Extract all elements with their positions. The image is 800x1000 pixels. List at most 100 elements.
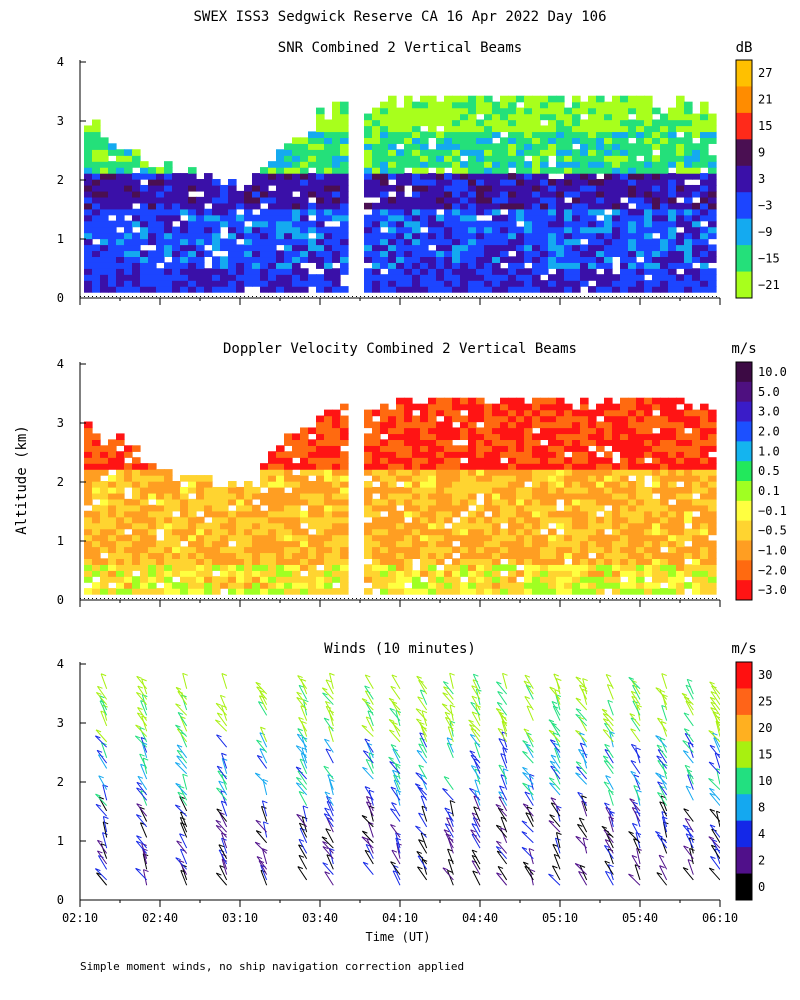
heatmap-cell (180, 244, 189, 252)
wind-barb-flag (221, 752, 227, 756)
heatmap-cell (108, 286, 117, 293)
heatmap-cell (412, 433, 421, 441)
heatmap-cell (708, 244, 717, 252)
heatmap-cell (324, 155, 333, 162)
heatmap-cell (372, 427, 381, 435)
wind-barb (444, 711, 454, 727)
wind-barb-flag (442, 692, 448, 696)
heatmap-cell (340, 475, 349, 482)
wind-barb-flag (498, 764, 505, 768)
heatmap-cell (396, 173, 405, 180)
heatmap-cell (364, 173, 373, 180)
heatmap-cell (404, 286, 413, 293)
heatmap-cell (444, 190, 453, 198)
heatmap-cell (444, 131, 453, 139)
heatmap-cell (324, 570, 333, 577)
heatmap-cell (124, 445, 133, 452)
heatmap-cell (252, 486, 261, 494)
wind-barb (218, 849, 228, 865)
wind-barb (176, 840, 188, 854)
heatmap-cell (292, 208, 301, 216)
heatmap-cell (284, 220, 293, 228)
heatmap-cell (460, 95, 469, 103)
heatmap-cell (644, 202, 653, 210)
heatmap-cell (580, 107, 589, 115)
wind-barb (472, 674, 481, 689)
heatmap-cell (332, 125, 341, 133)
heatmap-cell (540, 415, 549, 423)
heatmap-cell (620, 161, 629, 168)
heatmap-cell (372, 510, 381, 518)
heatmap-cell (516, 125, 525, 133)
heatmap-cell (316, 576, 325, 583)
heatmap-cell (284, 540, 293, 548)
heatmap-cell (612, 540, 621, 548)
wind-barb (181, 694, 188, 711)
heatmap-cell (324, 510, 333, 518)
heatmap-cell (196, 504, 205, 512)
wind-barb-flag (390, 685, 396, 689)
wind-barb (415, 708, 428, 721)
heatmap-cell (396, 226, 405, 234)
heatmap-cell (260, 179, 269, 186)
heatmap-cell (124, 262, 133, 269)
wind-barb (142, 853, 148, 870)
heatmap-cell (100, 510, 109, 518)
heatmap-cell (340, 244, 349, 252)
wind-barb (95, 803, 108, 817)
heatmap-cell (164, 492, 173, 500)
heatmap-cell (476, 504, 485, 512)
heatmap-cell (260, 196, 269, 204)
heatmap-cell (540, 214, 549, 222)
heatmap-cell (260, 226, 269, 234)
heatmap-cell (132, 196, 141, 204)
heatmap-cell (516, 522, 525, 530)
heatmap-cell (588, 143, 597, 150)
heatmap-cell (300, 564, 309, 571)
heatmap-cell (460, 504, 469, 512)
heatmap-cell (148, 173, 157, 180)
wind-barb (443, 829, 454, 844)
wind-barb-flag (471, 685, 477, 689)
wind-barb (365, 759, 374, 774)
heatmap-cell (332, 173, 341, 180)
heatmap-cell (556, 214, 565, 222)
heatmap-cell (428, 570, 437, 577)
heatmap-cell (556, 469, 565, 476)
wind-barb (216, 734, 228, 748)
heatmap-cell (636, 280, 645, 287)
heatmap-cell (508, 516, 517, 524)
heatmap-cell (100, 238, 109, 246)
heatmap-cell (324, 250, 333, 258)
heatmap-cell (388, 528, 397, 536)
heatmap-cell (172, 528, 181, 536)
heatmap-cell (524, 498, 533, 506)
heatmap-cell (588, 161, 597, 168)
heatmap-cell (188, 202, 197, 210)
heatmap-cell (676, 244, 685, 252)
wind-barb-flag (363, 750, 369, 754)
heatmap-cell (476, 516, 485, 524)
heatmap-cell (684, 534, 693, 542)
heatmap-cell (444, 119, 453, 127)
heatmap-cell (92, 184, 101, 192)
heatmap-cell (564, 256, 573, 263)
heatmap-cell (668, 107, 677, 115)
wind-barb-flag (496, 846, 502, 850)
heatmap-cell (604, 457, 613, 464)
heatmap-cell (380, 131, 389, 139)
wind-barb (215, 820, 228, 833)
wind-barb (326, 817, 334, 833)
heatmap-cell (124, 582, 133, 589)
heatmap-cell (92, 268, 101, 275)
heatmap-cell (580, 546, 589, 554)
heatmap-cell (540, 558, 549, 565)
heatmap-cell (180, 208, 189, 216)
heatmap-cell (532, 486, 541, 494)
heatmap-cell (652, 510, 661, 518)
heatmap-cell (436, 534, 445, 542)
heatmap-cell (564, 522, 573, 530)
heatmap-cell (284, 286, 293, 293)
wind-barb-flag (176, 840, 182, 844)
heatmap-cell (420, 250, 429, 258)
